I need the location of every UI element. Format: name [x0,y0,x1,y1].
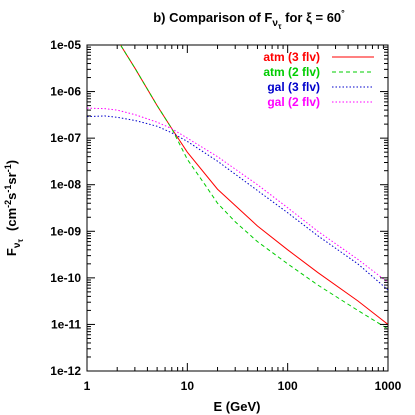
legend-entry-label: gal (2 flv) [267,95,320,109]
chart-title-main: b) Comparison of F [153,10,272,25]
y-axis-label-sr: sr [4,172,19,184]
x-axis-label: E (GeV) [214,399,261,414]
x-tick-label: 1000 [375,379,402,393]
y-axis-label-exp3: -1 [3,164,13,172]
legend-entry-label: atm (3 flv) [263,50,320,64]
legend-entry-label: gal (3 flv) [267,80,320,94]
series-line [119,45,388,330]
series-line [87,107,388,283]
legend: atm (3 flv)atm (2 flv)gal (3 flv)gal (2 … [263,50,374,109]
y-tick-label: 1e-09 [50,224,81,238]
x-tick-label: 100 [278,379,298,393]
y-axis-label-exp1: -2 [3,200,13,208]
legend-entry-label: atm (2 flv) [263,65,320,79]
y-axis-label-exp2: -1 [3,185,13,193]
series-line [87,115,388,291]
y-axis-label: Fντ(cm-2s-1sr-1) [3,160,25,256]
y-tick-label: 1e-06 [50,85,81,99]
plot-border [86,44,389,372]
y-axis-label-sub2: τ [16,239,25,243]
x-tick-label: 1 [84,379,91,393]
axes-layer: 1 10 100 1000 1e-12 1e-11 1e-10 1e-09 1e-08 1e-07… [50,38,401,393]
series-line [119,45,388,325]
y-axis-label-f: F [4,248,19,256]
y-tick-label: 1e-12 [50,364,81,378]
y-axis-label-s: s [4,193,19,200]
y-tick-label: 1e-11 [51,317,81,331]
series-layer [87,45,388,330]
plot-frame [86,44,389,372]
y-tick-label: 1e-08 [50,178,81,192]
y-tick-label: 1e-05 [50,38,81,52]
y-tick-label: 1e-10 [50,271,81,285]
chart-title-sub: ν [272,18,278,29]
chart-title-subsub: τ [278,22,282,31]
y-axis-label-sub1: ν [12,242,23,248]
y-axis-label-units-open: (cm [4,208,19,231]
chart-title: b) Comparison of Fντ for ξ = 60° [153,8,345,31]
chart-title-rest: for ξ = 60 [282,10,342,25]
y-tick-label: 1e-07 [50,131,81,145]
x-tick-label: 10 [181,379,195,393]
chart-title-degree: ° [341,8,345,18]
y-axis-label-units-close: ) [4,160,19,164]
